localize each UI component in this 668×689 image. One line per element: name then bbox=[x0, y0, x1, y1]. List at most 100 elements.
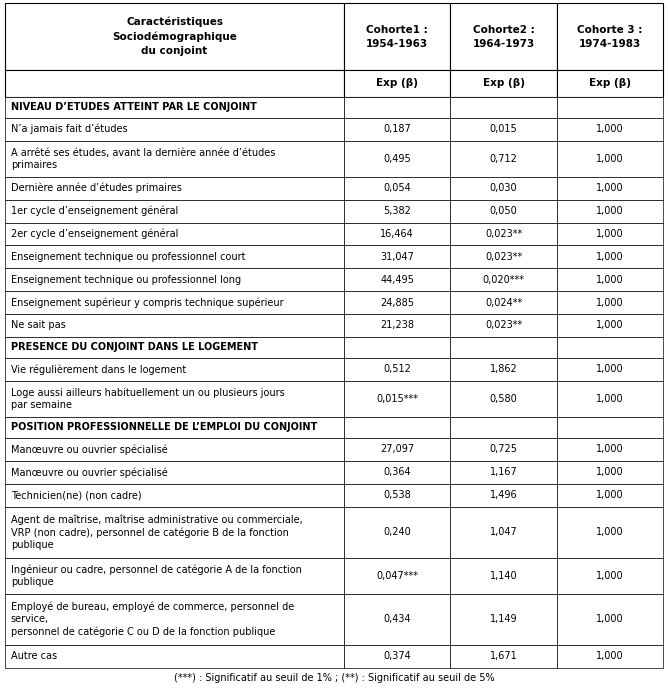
Bar bbox=[450, 177, 557, 200]
Bar bbox=[557, 417, 663, 438]
Text: 1,000: 1,000 bbox=[596, 154, 623, 164]
Bar bbox=[344, 223, 450, 245]
Bar bbox=[557, 3, 663, 70]
Bar bbox=[557, 141, 663, 177]
Text: Autre cas: Autre cas bbox=[11, 652, 57, 661]
Text: 16,464: 16,464 bbox=[380, 229, 414, 239]
Bar bbox=[450, 314, 557, 337]
Bar bbox=[450, 223, 557, 245]
Bar bbox=[450, 118, 557, 141]
Bar bbox=[557, 438, 663, 461]
Text: 0,725: 0,725 bbox=[490, 444, 518, 455]
Text: 0,495: 0,495 bbox=[383, 154, 411, 164]
Text: Ingénieur ou cadre, personnel de catégorie A de la fonction
publique: Ingénieur ou cadre, personnel de catégor… bbox=[11, 564, 301, 587]
Bar bbox=[557, 70, 663, 96]
Bar bbox=[344, 558, 450, 594]
Text: 0,023**: 0,023** bbox=[485, 252, 522, 262]
Text: Exp (β): Exp (β) bbox=[376, 78, 418, 88]
Text: Cohorte 3 :
1974-1983: Cohorte 3 : 1974-1983 bbox=[577, 25, 643, 48]
Bar bbox=[450, 268, 557, 291]
Text: 1,000: 1,000 bbox=[596, 275, 623, 285]
Bar bbox=[450, 438, 557, 461]
Bar bbox=[557, 337, 663, 358]
Text: 2er cycle d’enseignement général: 2er cycle d’enseignement général bbox=[11, 229, 178, 239]
Bar bbox=[344, 3, 450, 70]
Bar bbox=[5, 268, 344, 291]
Text: 0,023**: 0,023** bbox=[485, 320, 522, 331]
Bar bbox=[344, 358, 450, 381]
Text: 1,000: 1,000 bbox=[596, 320, 623, 331]
Bar bbox=[344, 594, 450, 645]
Text: 0,512: 0,512 bbox=[383, 364, 411, 374]
Bar bbox=[5, 200, 344, 223]
Bar bbox=[557, 461, 663, 484]
Text: 1,000: 1,000 bbox=[596, 298, 623, 307]
Text: 1,000: 1,000 bbox=[596, 490, 623, 500]
Text: 1,000: 1,000 bbox=[596, 527, 623, 537]
Text: 1,000: 1,000 bbox=[596, 571, 623, 581]
Bar bbox=[344, 484, 450, 506]
Text: 1,140: 1,140 bbox=[490, 571, 518, 581]
Text: Manœuvre ou ouvrier spécialisé: Manœuvre ou ouvrier spécialisé bbox=[11, 444, 168, 455]
Text: 0,054: 0,054 bbox=[383, 183, 411, 193]
Bar bbox=[450, 381, 557, 417]
Bar bbox=[344, 337, 450, 358]
Text: (***) : Significatif au seuil de 1% ; (**) : Significatif au seuil de 5%: (***) : Significatif au seuil de 1% ; (*… bbox=[174, 673, 494, 683]
Text: Manœuvre ou ouvrier spécialisé: Manœuvre ou ouvrier spécialisé bbox=[11, 467, 168, 477]
Bar bbox=[5, 645, 344, 668]
Bar bbox=[5, 314, 344, 337]
Bar bbox=[557, 484, 663, 506]
Bar bbox=[5, 506, 344, 558]
Bar bbox=[450, 337, 557, 358]
Bar bbox=[450, 358, 557, 381]
Text: Enseignement supérieur y compris technique supérieur: Enseignement supérieur y compris techniq… bbox=[11, 298, 283, 308]
Bar bbox=[557, 314, 663, 337]
Bar bbox=[5, 358, 344, 381]
Text: 1,000: 1,000 bbox=[596, 229, 623, 239]
Bar bbox=[5, 484, 344, 506]
Text: 1,000: 1,000 bbox=[596, 652, 623, 661]
Bar bbox=[5, 417, 344, 438]
Text: Agent de maîtrise, maîtrise administrative ou commerciale,
VRP (non cadre), pers: Agent de maîtrise, maîtrise administrati… bbox=[11, 514, 303, 551]
Bar bbox=[557, 358, 663, 381]
Text: N’a jamais fait d’études: N’a jamais fait d’études bbox=[11, 124, 128, 134]
Text: 1,496: 1,496 bbox=[490, 490, 518, 500]
Bar bbox=[450, 291, 557, 314]
Text: 31,047: 31,047 bbox=[380, 252, 414, 262]
Bar bbox=[344, 506, 450, 558]
Text: Exp (β): Exp (β) bbox=[589, 78, 631, 88]
Text: 1,000: 1,000 bbox=[596, 364, 623, 374]
Text: 0,047***: 0,047*** bbox=[376, 571, 418, 581]
Text: 0,015***: 0,015*** bbox=[376, 394, 418, 404]
Text: POSITION PROFESSIONNELLE DE L’EMPLOI DU CONJOINT: POSITION PROFESSIONNELLE DE L’EMPLOI DU … bbox=[11, 422, 317, 433]
Bar bbox=[5, 461, 344, 484]
Bar bbox=[5, 177, 344, 200]
Bar bbox=[5, 245, 344, 268]
Text: PRESENCE DU CONJOINT DANS LE LOGEMENT: PRESENCE DU CONJOINT DANS LE LOGEMENT bbox=[11, 342, 258, 353]
Text: 0,240: 0,240 bbox=[383, 527, 411, 537]
Bar bbox=[557, 118, 663, 141]
Text: 1,862: 1,862 bbox=[490, 364, 518, 374]
Text: 0,050: 0,050 bbox=[490, 206, 518, 216]
Text: Caractéristiques
Sociodémographique
du conjoint: Caractéristiques Sociodémographique du c… bbox=[112, 17, 237, 56]
Bar bbox=[5, 118, 344, 141]
Bar bbox=[5, 70, 344, 96]
Bar bbox=[450, 594, 557, 645]
Bar bbox=[557, 291, 663, 314]
Text: 21,238: 21,238 bbox=[380, 320, 414, 331]
Text: Vie régulièrement dans le logement: Vie régulièrement dans le logement bbox=[11, 364, 186, 375]
Bar bbox=[5, 594, 344, 645]
Bar bbox=[450, 417, 557, 438]
Text: 1er cycle d’enseignement général: 1er cycle d’enseignement général bbox=[11, 206, 178, 216]
Bar bbox=[5, 96, 344, 118]
Bar bbox=[5, 337, 344, 358]
Text: Loge aussi ailleurs habituellement un ou plusieurs jours
par semaine: Loge aussi ailleurs habituellement un ou… bbox=[11, 388, 285, 410]
Text: 0,020***: 0,020*** bbox=[482, 275, 524, 285]
Text: Enseignement technique ou professionnel court: Enseignement technique ou professionnel … bbox=[11, 252, 245, 262]
Bar bbox=[344, 70, 450, 96]
Bar bbox=[450, 645, 557, 668]
Bar bbox=[557, 381, 663, 417]
Bar bbox=[344, 118, 450, 141]
Text: Employé de bureau, employé de commerce, personnel de
service,
personnel de catég: Employé de bureau, employé de commerce, … bbox=[11, 601, 294, 637]
Text: 0,187: 0,187 bbox=[383, 124, 411, 134]
